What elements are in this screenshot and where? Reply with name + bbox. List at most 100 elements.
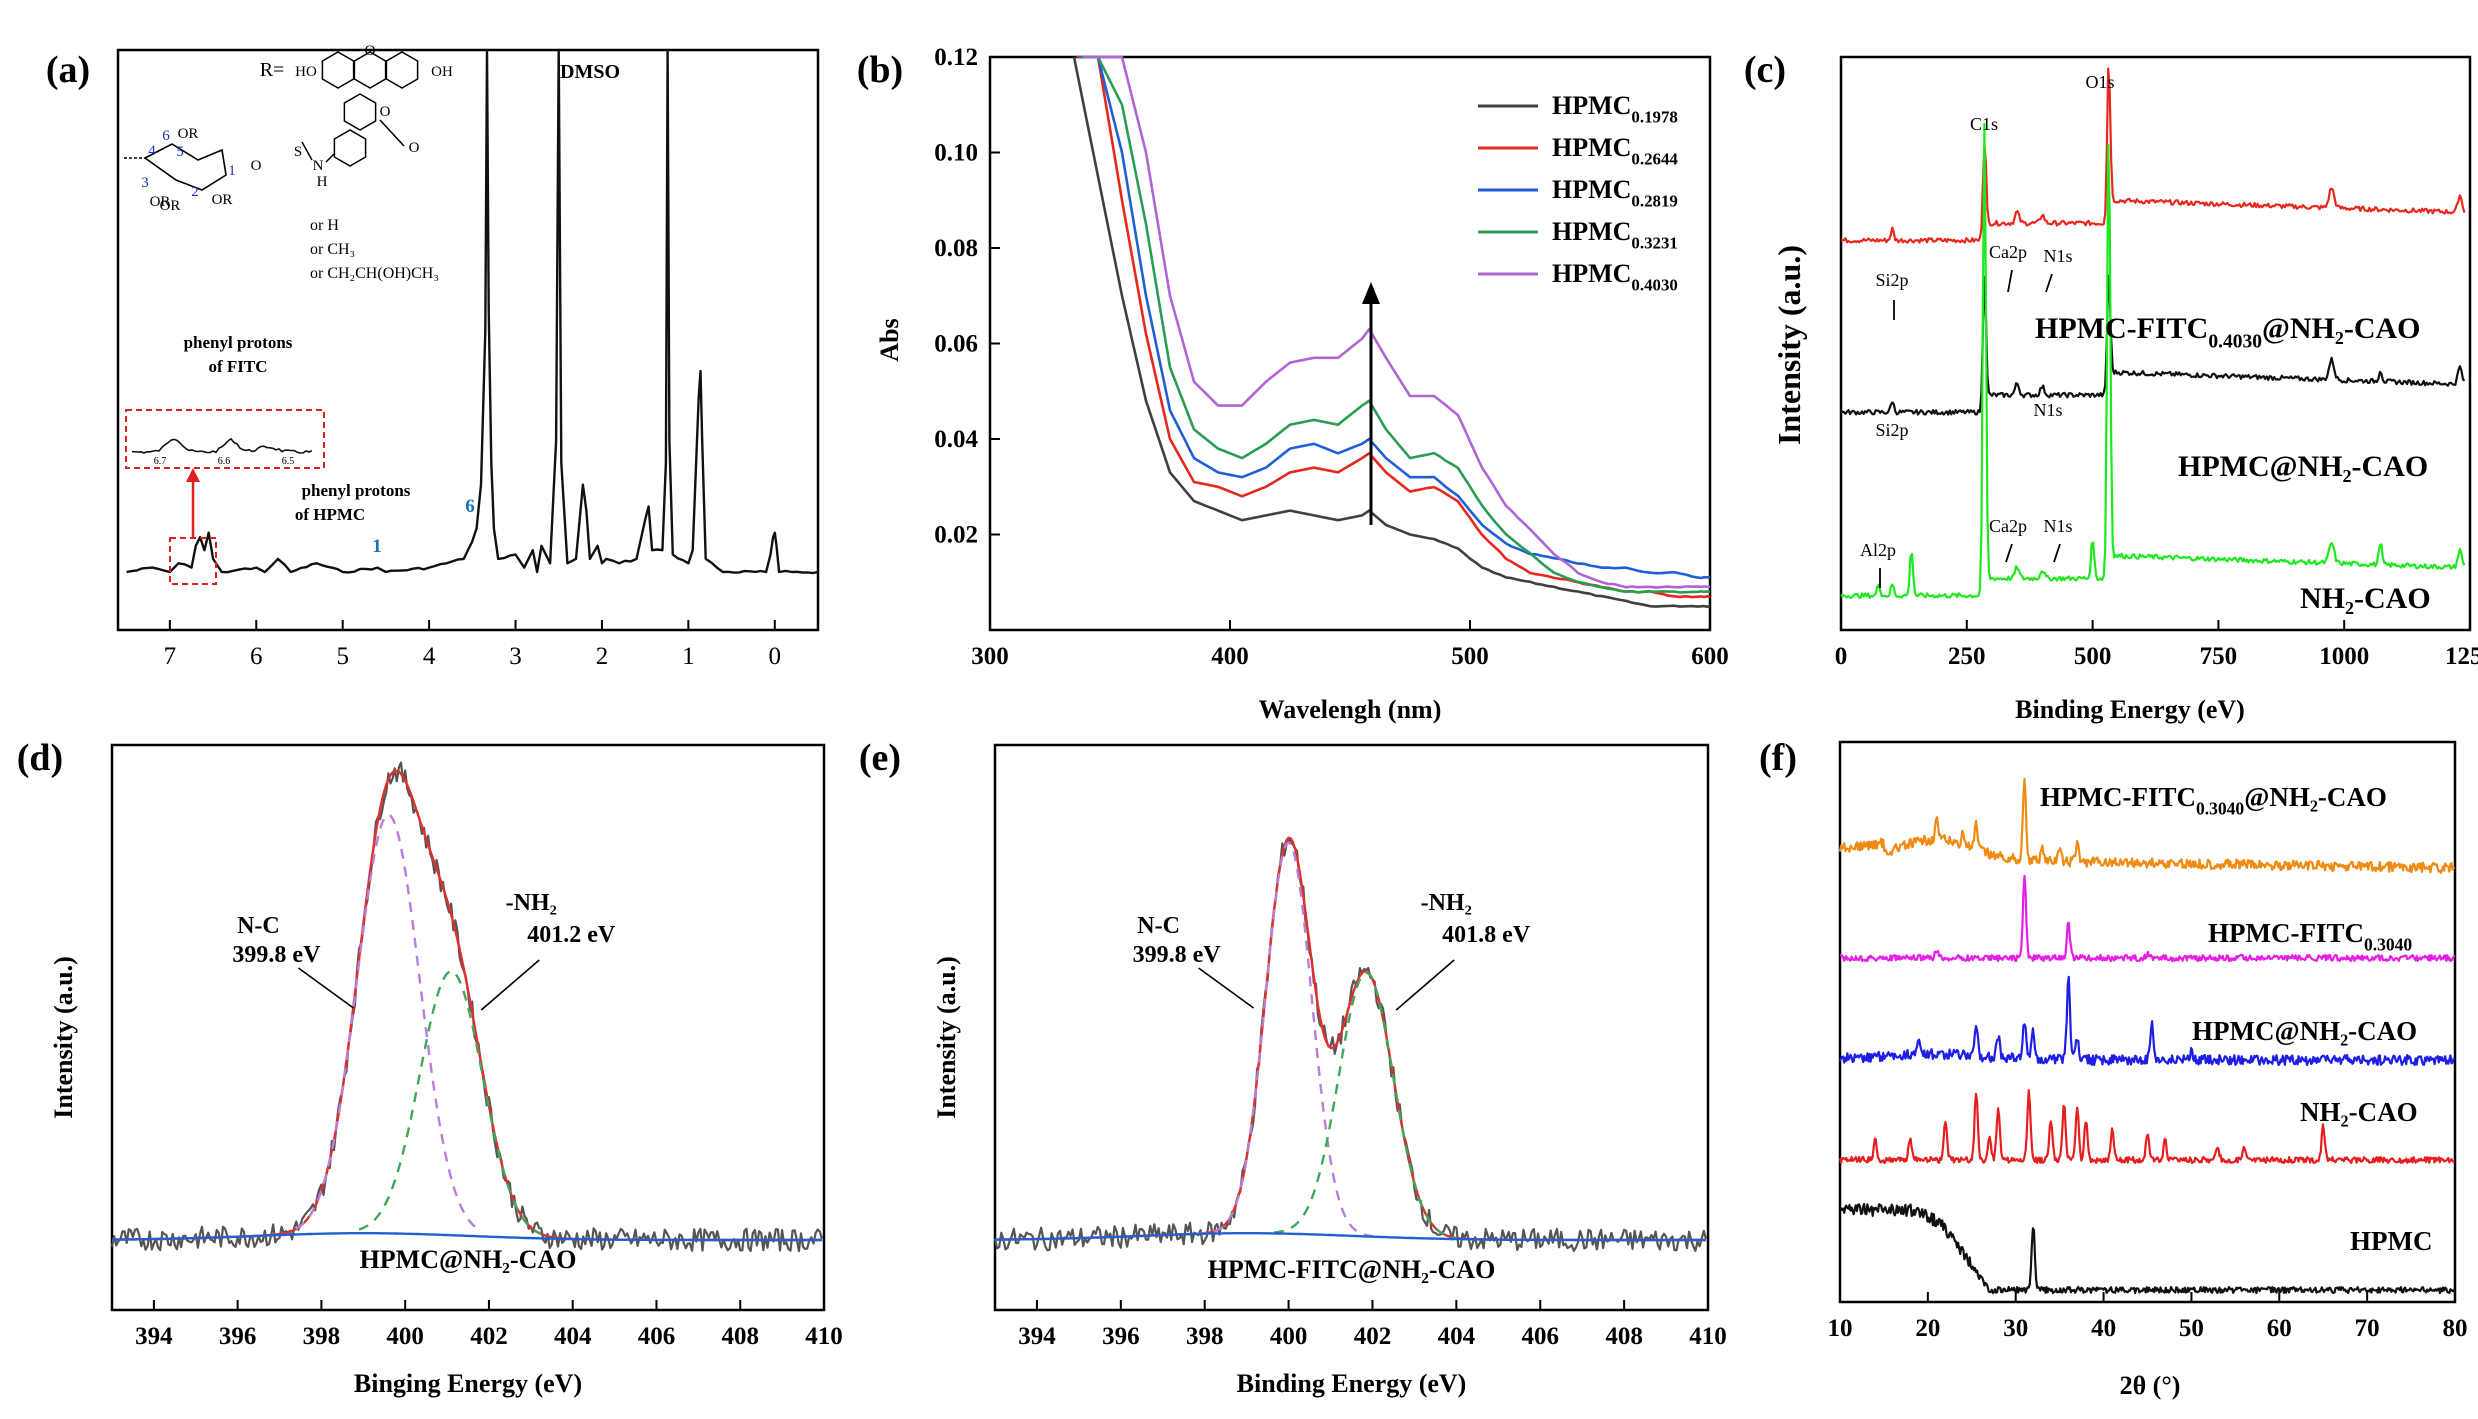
panel-b-tag: (b) xyxy=(857,49,903,91)
panel-a-ticklabel-6: 1 xyxy=(682,643,695,670)
panel-f-series-label-1-sub: 0.3040 xyxy=(2364,935,2412,955)
panel-c-peak-label-2: Ca2p xyxy=(1989,242,2027,262)
panel-b-yticklabel-3: 0.08 xyxy=(934,235,978,262)
panel-c-ylabel: Intensity (a.u.) xyxy=(1771,245,1807,445)
panel-a-oh: OH xyxy=(431,64,453,80)
panel-e-peak1-value: 399.8 eV xyxy=(1133,942,1222,968)
panel-b-ticklabel-0: 300 xyxy=(971,643,1009,670)
panel-b-yticklabel-5: 0.12 xyxy=(934,44,978,71)
panel-d-ticklabel-3: 400 xyxy=(386,1323,424,1350)
panel-d-arrow2-line xyxy=(480,959,540,1011)
panel-b-legend-label-0-sub: 0.1978 xyxy=(1631,107,1677,126)
panel-c-series-label-1: HPMC@NH₂-CAO xyxy=(2178,450,2428,483)
panel-b-ticklabel-1: 400 xyxy=(1211,643,1249,670)
panel-b-yticklabel-2: 0.06 xyxy=(934,331,978,358)
panel-b-legend-label-0: HPMC0.1978 xyxy=(1552,91,1678,126)
panel-c-series-2 xyxy=(1840,122,2466,599)
panel-c: (c) 0 250 500 750 1000 1250 Binding Energy (eV)… xyxy=(1744,49,2478,724)
panel-b-yticklabel-1: 0.04 xyxy=(934,426,978,453)
panel-b-series-0 xyxy=(1072,56,1711,608)
panel-b-legend-label-4-sub: 0.4030 xyxy=(1631,275,1677,294)
panel-f-series-label-0: HPMC-FITC0.3040@NH₂-CAO xyxy=(2040,782,2387,819)
panel-f-series-label-0-sub: 0.3040 xyxy=(2196,799,2244,819)
panel-a-hex-3 xyxy=(385,51,419,89)
panel-c-series-label-0-main: HPMC-FITC xyxy=(2035,312,2208,345)
panel-f-ticklabel-0: 10 xyxy=(1828,1315,1853,1342)
panel-c-peak-label-6: N1s xyxy=(2033,400,2062,420)
panel-d-peak2-value: 401.2 eV xyxy=(527,922,616,948)
panel-b: (b) 300 400 500 600 0.02 0.04 0.06 0.08 0.10 0.12 W… xyxy=(857,44,1729,724)
panel-d-ticklabel-0: 394 xyxy=(135,1323,173,1350)
panel-f-ticklabel-4: 50 xyxy=(2179,1315,2204,1342)
panel-f-series-1 xyxy=(1839,874,2456,963)
panel-d-raw-line xyxy=(110,761,823,1253)
panel-a-peak6: 6 xyxy=(465,496,475,517)
panel-d-tag: (d) xyxy=(17,737,63,779)
panel-c-tag: (c) xyxy=(1744,49,1786,91)
panel-c-peak-label-3: N1s xyxy=(2043,246,2072,266)
panel-a-phenyl-hpmc-1: phenyl protons xyxy=(302,481,411,500)
panel-c-peak-label-7: Al2p xyxy=(1860,540,1896,560)
panel-f-tag: (f) xyxy=(1759,737,1797,779)
panel-f-series-label-4: HPMC xyxy=(2350,1226,2432,1256)
panel-d-ticklabel-2: 398 xyxy=(303,1323,341,1350)
panel-f-series-label-3: NH₂-CAO xyxy=(2300,1097,2418,1127)
panel-d-peak1-value: 399.8 eV xyxy=(232,942,321,968)
panel-c-ticklabel-2: 500 xyxy=(2074,643,2112,670)
panel-f-series-label-0-main: HPMC-FITC xyxy=(2040,782,2196,812)
panel-a-ring-or-3: OR xyxy=(160,198,181,214)
panel-c-ticklabel-3: 750 xyxy=(2200,643,2238,670)
panel-d-peak1-label: N-C xyxy=(237,913,280,939)
panel-c-peak-label-1: C1s xyxy=(1970,114,1998,134)
panel-a-ring-num-0: 1 xyxy=(228,163,236,179)
panel-d-peak1-line xyxy=(295,813,480,1231)
panel-c-series-label-1-main: HPMC@NH₂-CAO xyxy=(2178,450,2428,483)
panel-b-arrow-head xyxy=(1362,282,1380,304)
panel-e-peak1-line xyxy=(1196,841,1379,1238)
panel-a-fitc: HO OH O O O SNH xyxy=(294,43,453,190)
panel-b-legend-label-1-main: HPMC xyxy=(1552,133,1631,162)
panel-e-fit-line xyxy=(995,836,1706,1242)
panel-c-ticklabel-4: 1000 xyxy=(2319,643,2369,670)
panel-b-legend-label-3: HPMC0.3231 xyxy=(1552,217,1678,252)
panel-a-inset-tick-0: 6.7 xyxy=(154,456,167,467)
panel-b-legend-label-1: HPMC0.2644 xyxy=(1552,133,1678,168)
panel-b-legend-label-1-sub: 0.2644 xyxy=(1631,149,1678,168)
panel-a-o1: O xyxy=(365,43,376,59)
panel-f-series-4 xyxy=(1839,1202,2456,1295)
panel-c-peak-label-9: N1s xyxy=(2043,516,2072,536)
panel-f-series-3 xyxy=(1838,1089,2456,1165)
panel-b-series-2 xyxy=(1078,55,1711,580)
panel-a-ho: HO xyxy=(295,64,317,80)
panel-a-phenyl-fitc-1: phenyl protons xyxy=(184,333,293,352)
panel-b-ylabel: Abs xyxy=(875,318,904,361)
panel-f-ticklabel-1: 20 xyxy=(1915,1315,1940,1342)
panel-d-arrow1-line xyxy=(297,967,354,1009)
panel-a-ring-num-5: 6 xyxy=(162,128,170,144)
panel-a-ticklabel-0: 7 xyxy=(164,643,177,670)
panel-b-legend-label-0-main: HPMC xyxy=(1552,91,1631,120)
panel-e-ticklabel-0: 394 xyxy=(1018,1323,1056,1350)
panel-a-tag: (a) xyxy=(46,49,90,91)
panel-a-r-label: R= xyxy=(260,59,285,81)
panel-a-n-bond xyxy=(325,153,335,163)
panel-f-series-label-0-tail: @NH₂-CAO xyxy=(2244,782,2387,812)
panel-a-hex-1 xyxy=(321,51,355,89)
panel-c-peak-label-5: Si2p xyxy=(1875,420,1908,440)
panel-f-series-0 xyxy=(1838,777,2456,874)
panel-e-peak1-label: N-C xyxy=(1137,913,1180,939)
panel-e-ticklabel-1: 396 xyxy=(1102,1323,1140,1350)
panel-a-ticklabel-1: 6 xyxy=(250,643,263,670)
panel-b-yticklabel-0: 0.02 xyxy=(934,522,978,549)
panel-a-ring-num-2: 3 xyxy=(141,175,149,191)
panel-a-ring-or-2: OR xyxy=(212,192,233,208)
panel-c-series-0 xyxy=(1840,67,2466,244)
panel-c-series-label-0-tail: @NH₂-CAO xyxy=(2262,312,2421,345)
panel-a-hex-4 xyxy=(343,93,377,131)
panel-a-lactone xyxy=(379,119,405,147)
panel-c-series-label-2-main: NH₂-CAO xyxy=(2300,582,2431,615)
panel-e-frame xyxy=(993,743,1710,1312)
panel-f-frame xyxy=(1838,740,2457,1304)
panel-a-dmso: DMSO xyxy=(560,61,620,83)
panel-a-ticklabel-5: 2 xyxy=(596,643,609,670)
